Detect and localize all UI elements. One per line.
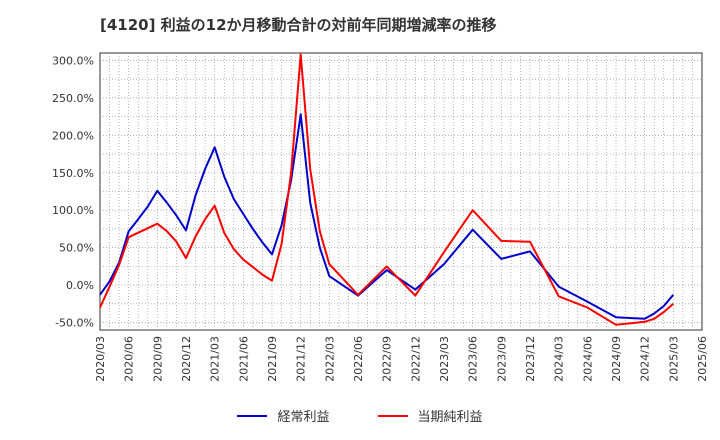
x-tick-label: 2022/03 [323,336,336,382]
y-tick-label: 150.0% [52,167,94,180]
x-tick-label: 2022/06 [352,336,365,382]
x-tick-label: 2024/09 [610,336,623,382]
y-tick-label: 50.0% [59,242,94,255]
y-tick-label: 100.0% [52,204,94,217]
x-tick-label: 2025/03 [667,336,680,382]
legend-swatch-series-2 [377,414,408,417]
x-tick-label: 2024/12 [639,336,652,382]
legend-label-series-1: 経常利益 [277,410,330,425]
x-tick-label: 2021/12 [295,336,308,382]
x-tick-label: 2021/06 [237,336,250,382]
y-tick-label: 300.0% [52,54,94,67]
chart-title: [4120] 利益の12か月移動合計の対前年同期増減率の推移 [100,16,497,34]
x-tick-label: 2021/09 [266,336,279,382]
series-line-1 [99,113,675,320]
y-tick-label: 0.0% [66,279,94,292]
x-tick-label: 2024/06 [581,336,594,382]
y-tick-label: -50.0% [55,317,94,330]
x-tick-label: 2025/06 [696,336,709,382]
x-tick-label: 2020/03 [94,336,107,382]
series-line-2 [99,53,674,326]
chart-legend: 経常利益 当期純利益 [0,406,720,425]
x-tick-label: 2022/09 [381,336,394,382]
x-tick-label: 2020/06 [123,336,136,382]
legend-swatch-series-1 [237,414,268,417]
legend-item-series-2: 当期純利益 [377,406,483,425]
x-tick-label: 2020/09 [151,336,164,382]
legend-item-series-1: 経常利益 [237,406,330,425]
legend-label-series-2: 当期純利益 [417,410,483,425]
x-tick-label: 2024/03 [553,336,566,382]
x-tick-label: 2020/12 [180,336,193,382]
x-tick-label: 2023/03 [438,336,451,382]
x-tick-label: 2023/06 [467,336,480,382]
x-tick-label: 2021/03 [209,336,222,382]
y-tick-label: 250.0% [52,92,94,105]
y-tick-label: 200.0% [52,129,94,142]
x-tick-label: 2023/12 [524,336,537,382]
x-tick-label: 2023/09 [495,336,508,382]
x-tick-label: 2022/12 [409,336,422,382]
